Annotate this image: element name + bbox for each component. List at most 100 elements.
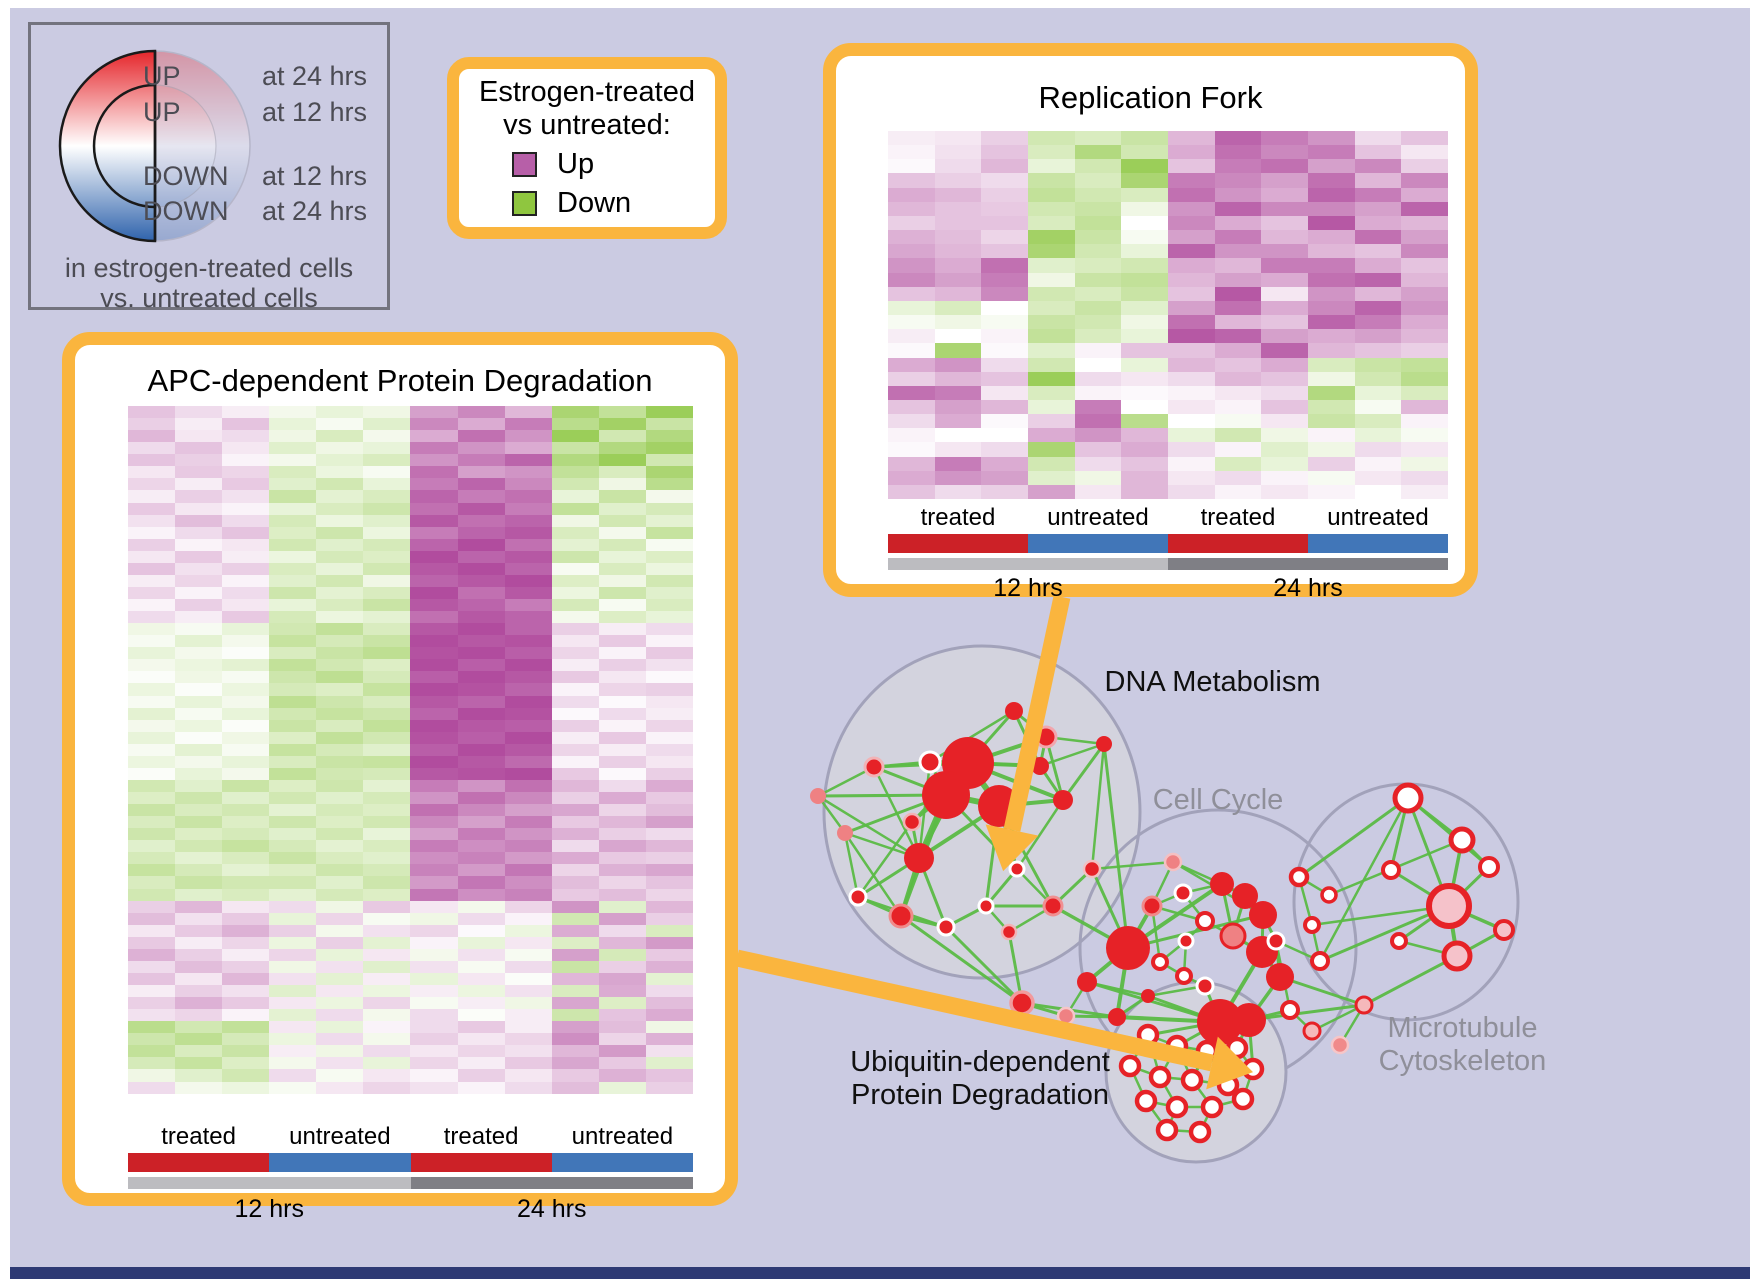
- heatmap-cell: [1261, 456, 1309, 471]
- heatmap-cell: [222, 852, 270, 865]
- heatmap-cell: [316, 1069, 364, 1082]
- heatmap-cell: [410, 900, 458, 913]
- heatmap-cell: [1121, 215, 1169, 231]
- heatmap-cell: [128, 816, 176, 829]
- heatmap-cell: [222, 683, 270, 696]
- heatmap-cell: [1354, 428, 1402, 443]
- heatmap-cell: [645, 514, 693, 527]
- heatmap-row: [128, 502, 693, 515]
- heatmap-cell: [1401, 484, 1449, 500]
- heatmap-cell: [1074, 272, 1122, 287]
- heatmap-cell: [1354, 470, 1402, 485]
- arrow-shaft-apc-to-ubiquitin: [735, 949, 1214, 1072]
- heatmap-cell: [269, 514, 317, 527]
- heatmap-cell: [457, 1057, 505, 1070]
- heatmap-cell: [316, 478, 364, 491]
- heatmap-cell: [128, 478, 176, 491]
- heatmap-cell: [175, 683, 223, 696]
- heatmap-cell: [316, 985, 364, 998]
- heatmap-cell: [934, 414, 982, 429]
- heatmap-row: [888, 187, 1449, 202]
- heatmap-cell: [175, 514, 223, 527]
- heatmap-cell: [128, 912, 176, 925]
- heatmap-cell: [1261, 201, 1309, 216]
- heatmap-cell: [128, 502, 176, 515]
- heatmap-cell: [410, 490, 458, 503]
- network-node: [1200, 1095, 1224, 1119]
- heatmap-cell: [551, 852, 599, 865]
- network-edge: [816, 765, 876, 798]
- heatmap-cell: [551, 960, 599, 973]
- heatmap-cell: [1308, 385, 1355, 400]
- heatmap-cell: [1028, 286, 1075, 301]
- rf-group-untreated-12: untreated: [1047, 504, 1149, 531]
- heatmap-cell: [363, 707, 411, 720]
- heatmap-cell: [645, 972, 693, 985]
- heatmap-cell: [128, 611, 176, 624]
- heatmap-cell: [1308, 187, 1355, 202]
- heatmap-cell: [934, 315, 982, 330]
- heatmap-cell: [316, 550, 364, 563]
- heatmap-cell: [598, 478, 646, 491]
- heatmap-cell: [645, 502, 693, 515]
- heatmap-cell: [1121, 371, 1169, 386]
- heatmap-cell: [934, 244, 982, 259]
- heatmap-cell: [1028, 399, 1075, 415]
- estrogen-legend-title-line1: Estrogen-treated: [478, 76, 695, 108]
- heatmap-cell: [1214, 315, 1262, 330]
- heatmap-row: [888, 173, 1449, 188]
- heatmap-row: [128, 1033, 693, 1046]
- heatmap-cell: [598, 406, 646, 419]
- heatmap-cell: [1214, 201, 1262, 216]
- network-node: [1096, 736, 1112, 752]
- heatmap-cell: [1401, 385, 1449, 400]
- heatmap-cell: [504, 1033, 552, 1046]
- network-node: [888, 903, 914, 929]
- heatmap-row: [128, 997, 693, 1010]
- heatmap-cell: [457, 767, 505, 780]
- heatmap-cell: [457, 586, 505, 599]
- legend-footnote-line2: vs. untreated cells: [100, 283, 318, 313]
- heatmap-cell: [410, 1057, 458, 1070]
- network-node: [1320, 886, 1338, 904]
- heatmap-cell: [1121, 258, 1169, 273]
- heatmap-cell: [1401, 371, 1449, 386]
- heatmap-cell: [504, 792, 552, 805]
- heatmap-cell: [128, 562, 176, 575]
- heatmap-cell: [645, 1045, 693, 1058]
- network-node: [1232, 1003, 1266, 1037]
- heatmap-cell: [1121, 315, 1169, 330]
- heatmap-cell: [1401, 215, 1449, 231]
- heatmap-cell: [888, 230, 935, 245]
- heatmap-cell: [981, 131, 1029, 146]
- heatmap-cell: [175, 719, 223, 732]
- network-node: [1000, 923, 1018, 941]
- heatmap-cell: [410, 767, 458, 780]
- heatmap-cell: [457, 997, 505, 1010]
- treated-bar-segment: [1168, 534, 1308, 553]
- heatmap-cell: [457, 840, 505, 853]
- heatmap-cell: [269, 960, 317, 973]
- heatmap-cell: [457, 526, 505, 539]
- heatmap-cell: [269, 912, 317, 925]
- heatmap-cell: [1354, 187, 1402, 202]
- heatmap-cell: [1214, 286, 1262, 301]
- heatmap-cell: [175, 852, 223, 865]
- heatmap-cell: [128, 876, 176, 889]
- heatmap-cell: [222, 1045, 270, 1058]
- heatmap-cell: [1214, 357, 1262, 372]
- heatmap-cell: [1261, 258, 1309, 273]
- heatmap-cell: [269, 574, 317, 587]
- heatmap-cell: [1308, 343, 1355, 358]
- heatmap-cell: [645, 924, 693, 937]
- heatmap-cell: [1121, 456, 1169, 471]
- heatmap-cell: [1074, 145, 1122, 160]
- heatmap-cell: [175, 743, 223, 756]
- heatmap-cell: [457, 599, 505, 612]
- network-edge: [1038, 742, 1106, 768]
- heatmap-cell: [551, 647, 599, 660]
- heatmap-cell: [504, 538, 552, 551]
- heatmap-row: [128, 478, 693, 491]
- heatmap-cell: [457, 430, 505, 443]
- heatmap-cell: [363, 972, 411, 985]
